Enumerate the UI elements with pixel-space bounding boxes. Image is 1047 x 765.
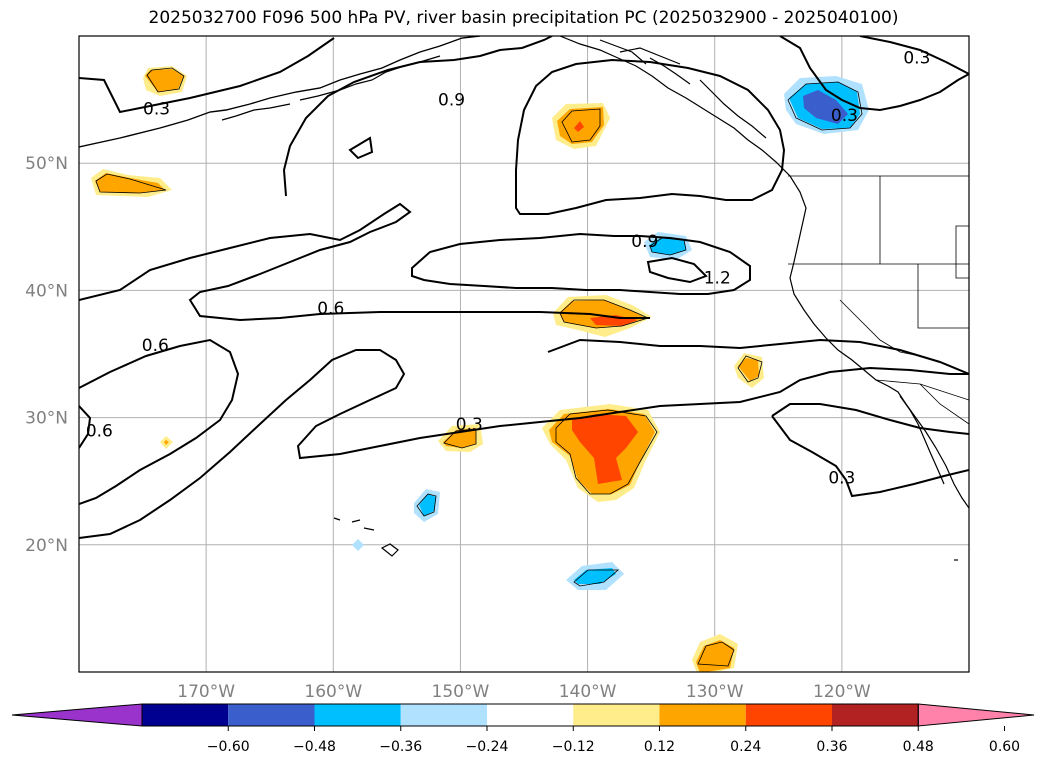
- pv-contour-small-loop: [348, 136, 374, 160]
- precip-dot-hawaii: [352, 539, 364, 551]
- colorbar-tick-label: −0.12: [552, 739, 595, 755]
- pv-contour-0.6-west: [79, 338, 240, 505]
- colorbar-tick-label: −0.48: [293, 739, 336, 755]
- precip-blob-main: [542, 404, 660, 502]
- pv-contour-label: 0.9: [631, 232, 658, 252]
- pv-contour-0.3-ne: [859, 36, 969, 75]
- colorbar-tick-label: −0.24: [466, 739, 509, 755]
- pv-contour-0.6-edge: [79, 405, 92, 449]
- pv-contour-0.6-main: [79, 202, 650, 322]
- colorbar-tick-label: 0.36: [816, 739, 847, 755]
- lon-tick-label: 150°W: [432, 682, 490, 702]
- colorbar-tick-label: −0.60: [207, 739, 250, 755]
- pv-contours: [79, 36, 969, 539]
- pv-contour-0.9-north: [282, 36, 553, 197]
- pv-contour-label: 0.3: [831, 106, 858, 126]
- lon-tick-label: 140°W: [559, 682, 617, 702]
- pv-contour-0.3-north: [79, 37, 335, 114]
- precip-shading: [91, 66, 869, 672]
- pv-contour-0.3-inner: [547, 338, 969, 375]
- colorbar-swatch: [142, 704, 229, 726]
- precip-blob-south-negative: [566, 562, 624, 590]
- colorbar: −0.60 −0.48 −0.36 −0.24 −0.12 0.12 0.24 0.36 0.4…: [11, 703, 1035, 755]
- colorbar-swatch: [228, 704, 315, 726]
- colorbar-tick-label: −0.36: [379, 739, 422, 755]
- colorbar-frame: [141, 703, 919, 727]
- colorbar-swatch: [573, 704, 660, 726]
- pv-contour-label: 0.6: [317, 299, 344, 319]
- pv-contour-0.3-bc: [779, 36, 969, 112]
- lon-tick-label: 130°W: [686, 682, 744, 702]
- precip-blob-bc-negative: [784, 76, 869, 134]
- pv-contour-label: 0.6: [86, 421, 113, 441]
- lon-tick-label: 160°W: [304, 682, 362, 702]
- map-title: 2025032700 F096 500 hPa PV, river basin …: [148, 8, 899, 28]
- pv-contour-labels: 0.3 0.9 0.3 0.3 0.9 1.2 0.6 0.6 0.6 0.3 0.3: [86, 49, 931, 489]
- colorbar-extend-low: [11, 703, 143, 727]
- pv-contour-0.9-gulf: [515, 58, 786, 215]
- precip-blob-east-small: [734, 353, 764, 388]
- lat-tick-label: 50°N: [25, 154, 68, 174]
- colorbar-extend-high: [917, 703, 1035, 727]
- colorbar-swatch: [314, 704, 401, 726]
- pv-contour-label: 0.3: [903, 49, 930, 69]
- colorbar-tick-label: 0.12: [644, 739, 675, 755]
- precip-blob-hawaii-negative: [414, 489, 440, 522]
- colorbar-swatch: [400, 704, 487, 726]
- pv-contour-label: 0.3: [456, 415, 483, 435]
- map-plot-area: 0.3 0.9 0.3 0.3 0.9 1.2 0.6 0.6 0.6 0.3 0.3: [78, 35, 970, 673]
- colorbar-tick-label: 0.60: [989, 739, 1020, 755]
- pv-contour-label: 0.3: [828, 468, 855, 488]
- pv-contour-label: 0.6: [142, 336, 169, 356]
- pv-contour-1.2: [646, 256, 708, 284]
- pv-contour-label: 1.2: [704, 269, 731, 289]
- colorbar-swatch: [487, 704, 574, 726]
- lat-tick-label: 40°N: [25, 281, 68, 301]
- pv-contour-label: 0.9: [438, 91, 465, 111]
- colorbar-tick-label: 0.24: [730, 739, 761, 755]
- pv-contour-label: 0.3: [143, 100, 170, 120]
- precip-dot-left: [160, 436, 173, 449]
- precip-blob-left: [91, 169, 172, 197]
- pv-contour-0.9-central: [411, 232, 751, 295]
- lat-tick-label: 20°N: [25, 536, 68, 556]
- coastlines: [79, 36, 969, 561]
- lon-tick-label: 170°W: [177, 682, 235, 702]
- colorbar-swatch: [832, 704, 919, 726]
- plot-frame: [78, 35, 970, 673]
- lat-tick-label: 30°N: [25, 409, 68, 429]
- colorbar-swatch: [659, 704, 746, 726]
- pv-contour-0.3-east-upper: [771, 403, 969, 435]
- precip-outlines: [95, 67, 863, 667]
- pv-contour-0.3-east-lower: [771, 415, 969, 498]
- latitude-labels: 50°N 40°N 30°N 20°N: [25, 154, 68, 556]
- colorbar-tick-label: 0.48: [903, 739, 934, 755]
- lon-tick-label: 120°W: [813, 682, 871, 702]
- plot-background: [79, 36, 969, 672]
- colorbar-swatch: [745, 704, 832, 726]
- pv-contour-0.3-south: [79, 349, 969, 539]
- longitude-labels: 170°W 160°W 150°W 140°W 130°W 120°W: [177, 682, 871, 702]
